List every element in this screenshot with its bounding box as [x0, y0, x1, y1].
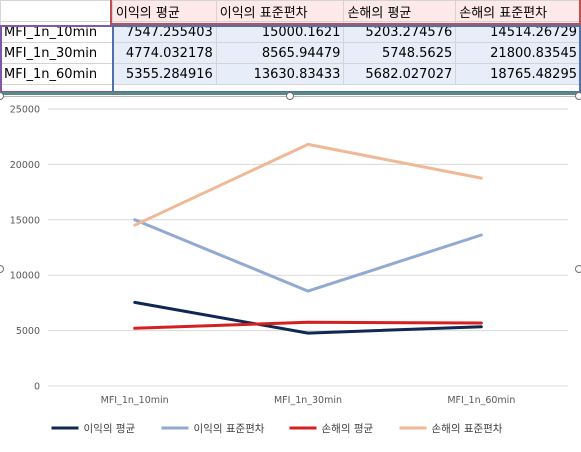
- row-label-cell[interactable]: MFI_1n_10min: [0, 21, 113, 43]
- value-cell[interactable]: 8565.94479: [215, 42, 345, 64]
- y-tick-label: 25000: [10, 105, 40, 116]
- y-tick-label: 20000: [10, 160, 40, 171]
- y-tick-label: 15000: [10, 215, 40, 226]
- header-cell[interactable]: 이익의 평균: [111, 0, 217, 22]
- resize-handle-right[interactable]: [575, 265, 581, 273]
- value-cell[interactable]: 15000.1621: [215, 21, 345, 43]
- value-cell[interactable]: 18765.48295: [455, 63, 581, 85]
- x-tick-label: MFI_1n_60min: [447, 395, 515, 406]
- value-cell[interactable]: 14514.26729: [455, 21, 581, 43]
- legend-label: 이익의 평균: [84, 423, 136, 435]
- x-tick-label: MFI_1n_10min: [101, 395, 169, 406]
- y-tick-label: 5000: [16, 326, 40, 337]
- legend-label: 이익의 표준편차: [194, 422, 265, 435]
- value-cell[interactable]: 5682.027027: [343, 63, 457, 85]
- y-tick-label: 10000: [10, 271, 40, 282]
- spreadsheet-range: 이익의 평균 이익의 표준편차 손해의 평균 손해의 표준편차 MFI_1n_1…: [0, 0, 581, 96]
- table-row: MFI_1n_60min 5355.284916 13630.83433 568…: [0, 63, 581, 85]
- resize-handle-top[interactable]: [286, 92, 294, 100]
- value-cell[interactable]: 5748.5625: [343, 42, 457, 64]
- legend-label: 손해의 평균: [322, 422, 374, 435]
- legend-label: 손해의 표준편차: [432, 422, 503, 435]
- line-chart[interactable]: 0 5000 10000 15000 20000 25000 MFI_1n_10min MFI…: [0, 97, 581, 448]
- table-row: MFI_1n_10min 7547.255403 15000.1621 5203…: [0, 21, 581, 43]
- resize-handle-top-right[interactable]: [575, 92, 581, 100]
- header-cell[interactable]: 손해의 평균: [343, 0, 457, 22]
- value-cell[interactable]: 5355.284916: [111, 63, 217, 85]
- table-row: MFI_1n_30min 4774.032178 8565.94479 5748…: [0, 42, 581, 64]
- series-line-1[interactable]: [133, 300, 483, 335]
- series-line-3[interactable]: [133, 320, 483, 330]
- value-cell[interactable]: 5203.274576: [343, 21, 457, 43]
- y-tick-label: 0: [34, 382, 40, 393]
- header-row: 이익의 평균 이익의 표준편차 손해의 평균 손해의 표준편차: [0, 0, 581, 22]
- row-label-cell[interactable]: MFI_1n_60min: [0, 63, 113, 85]
- header-cell[interactable]: 손해의 표준편차: [455, 0, 581, 22]
- x-tick-label: MFI_1n_30min: [274, 395, 342, 406]
- corner-cell[interactable]: [0, 0, 113, 22]
- value-cell[interactable]: 21800.83545: [455, 42, 581, 64]
- value-cell[interactable]: 7547.255403: [111, 21, 217, 43]
- value-cell[interactable]: 4774.032178: [111, 42, 217, 64]
- row-label-cell[interactable]: MFI_1n_30min: [0, 42, 113, 64]
- data-table: 이익의 평균 이익의 표준편차 손해의 평균 손해의 표준편차 MFI_1n_1…: [0, 0, 581, 85]
- chart-area[interactable]: 0 5000 10000 15000 20000 25000 MFI_1n_10min MFI…: [0, 96, 581, 447]
- value-cell[interactable]: 13630.83433: [215, 63, 345, 85]
- series-line-4[interactable]: [133, 142, 483, 227]
- header-cell[interactable]: 이익의 표준편차: [215, 0, 345, 22]
- series-line-2[interactable]: [133, 218, 483, 293]
